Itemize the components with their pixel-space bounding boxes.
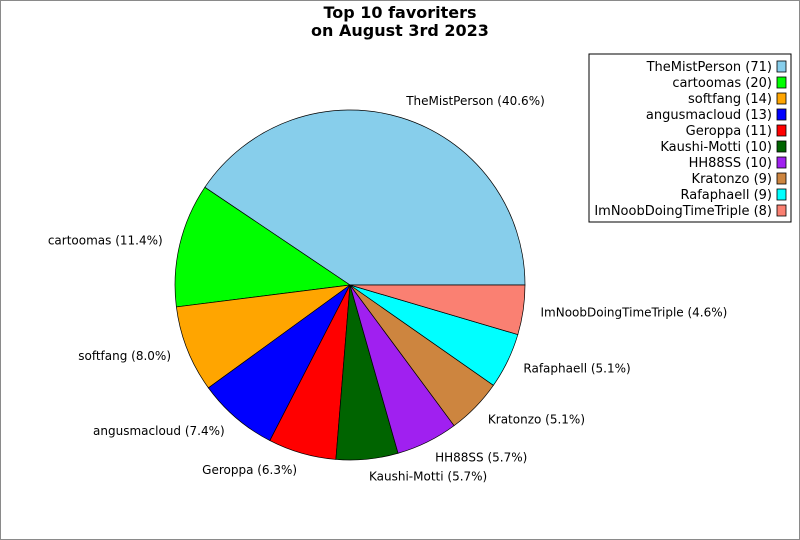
chart-title-line-2: on August 3rd 2023 — [311, 21, 489, 40]
legend-swatch — [776, 188, 787, 201]
pie-slice-cartoomas — [174, 186, 351, 308]
slice-label-kaushi-motti: Kaushi-Motti (5.7%) — [369, 470, 487, 484]
pie-slices — [174, 109, 526, 461]
pie-slice-imnoobdoingtimetriple — [349, 284, 526, 336]
pie-slice-themistperson — [204, 109, 526, 286]
legend-entry-label: Geroppa (11) — [686, 124, 772, 139]
legend-swatch — [776, 108, 787, 121]
chart-title-line-1: Top 10 favoriters — [323, 3, 476, 22]
legend-entry-label: softfang (14) — [688, 92, 772, 107]
legend-swatch — [776, 204, 787, 217]
legend-entry-label: Kaushi-Motti (10) — [660, 140, 772, 155]
legend-entry-label: ImNoobDoingTimeTriple (8) — [594, 204, 772, 219]
legend-swatch — [776, 124, 787, 137]
legend-frame — [588, 53, 792, 223]
slice-label-softfang: softfang (8.0%) — [78, 349, 171, 363]
slice-label-hh88ss: HH88SS (5.7%) — [435, 451, 527, 465]
slice-label-themistperson: TheMistPerson (40.6%) — [405, 94, 545, 108]
legend-swatch — [776, 60, 787, 73]
slice-label-geroppa: Geroppa (6.3%) — [202, 463, 297, 477]
legend-entry-label: Kratonzo (9) — [692, 172, 772, 187]
legend-swatch — [776, 92, 787, 105]
legend-swatch — [776, 156, 787, 169]
slice-label-imnoobdoingtimetriple: ImNoobDoingTimeTriple (4.6%) — [541, 306, 728, 320]
legend-entry-label: Rafaphaell (9) — [681, 188, 772, 203]
legend-swatch — [776, 172, 787, 185]
slice-label-kratonzo: Kratonzo (5.1%) — [488, 412, 585, 426]
slice-label-cartoomas: cartoomas (11.4%) — [48, 234, 163, 248]
slice-label-angusmacloud: angusmacloud (7.4%) — [93, 424, 225, 438]
legend-swatch — [776, 76, 787, 89]
legend-entry-label: TheMistPerson (71) — [646, 60, 772, 75]
pie-slice-labels: TheMistPerson (40.6%) cartoomas (11.4%) so… — [48, 94, 728, 484]
legend: TheMistPerson (71)cartoomas (20)softfang… — [588, 53, 792, 223]
legend-entry-label: angusmacloud (13) — [646, 108, 772, 123]
legend-swatch — [776, 140, 787, 153]
slice-label-rafaphaell: Rafaphaell (5.1%) — [523, 362, 630, 376]
legend-entry-label: cartoomas (20) — [672, 76, 772, 91]
legend-entry-label: HH88SS (10) — [689, 156, 772, 171]
